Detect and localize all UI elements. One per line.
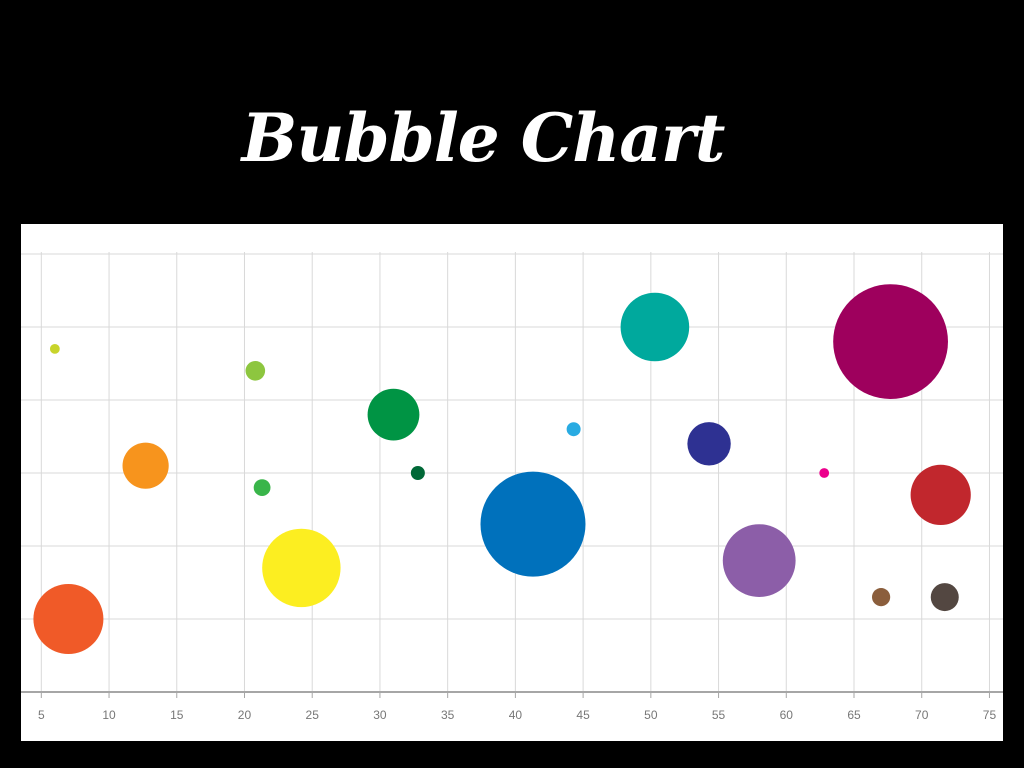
x-tick-label: 35: [441, 708, 455, 722]
x-tick-label: 50: [644, 708, 658, 722]
bubble: [910, 464, 971, 525]
bubble: [122, 442, 169, 489]
bubble: [620, 292, 690, 362]
x-tick-label: 70: [915, 708, 929, 722]
bubble: [930, 583, 959, 612]
bubble: [367, 388, 420, 441]
x-tick-label: 25: [306, 708, 320, 722]
bubble-series: [33, 284, 971, 654]
bubble-chart: 5 10 15 20 25 30 35 40 45 50 55 60 65 70 75: [21, 252, 1003, 722]
bubble: [687, 422, 731, 466]
grid-lines: [21, 252, 1003, 692]
bubble: [410, 466, 425, 480]
bubble: [871, 588, 891, 607]
bubble: [253, 479, 271, 496]
x-tick-label: 45: [576, 708, 590, 722]
x-tick-label: 65: [847, 708, 861, 722]
x-tick-label: 55: [712, 708, 726, 722]
bubble: [49, 344, 60, 354]
x-tick-label: 60: [780, 708, 794, 722]
bubble: [833, 284, 948, 399]
bubble: [262, 528, 341, 608]
x-tick-label: 5: [38, 708, 45, 722]
bubble: [33, 584, 104, 654]
x-tick-label: 10: [102, 708, 116, 722]
bubble: [722, 524, 796, 597]
x-tick-label: 30: [373, 708, 387, 722]
chart-panel: 5 10 15 20 25 30 35 40 45 50 55 60 65 70 75: [21, 224, 1003, 741]
x-tick-label: 40: [509, 708, 523, 722]
x-tick-label: 75: [983, 708, 997, 722]
x-tick-label: 20: [238, 708, 252, 722]
chart-title: Bubble Chart: [241, 99, 726, 177]
x-axis: 5 10 15 20 25 30 35 40 45 50 55 60 65 70 75: [21, 691, 1003, 722]
x-tick-label: 15: [170, 708, 184, 722]
bubble: [245, 361, 266, 381]
bubble: [819, 468, 830, 478]
bubble: [480, 471, 586, 577]
bubble: [566, 422, 581, 437]
